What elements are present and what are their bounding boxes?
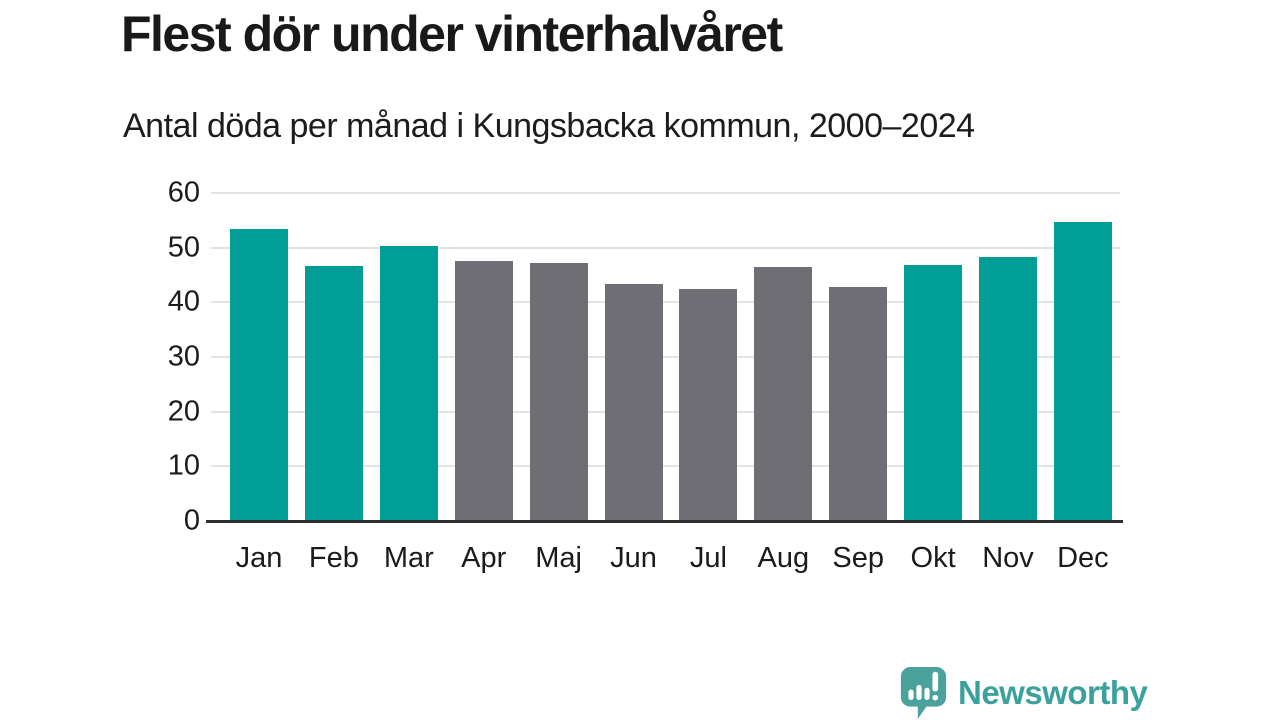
y-tick-label-50: 50 (167, 231, 200, 264)
bar-sep (829, 287, 888, 520)
gridline-60 (211, 192, 1120, 194)
x-tick-label-aug: Aug (757, 542, 810, 574)
gridline-50 (211, 246, 1120, 249)
y-tick-label-20: 20 (167, 395, 200, 428)
bar-jun (604, 284, 663, 520)
bar-nov (979, 256, 1037, 520)
x-tick-label-feb: Feb (308, 542, 359, 574)
bar-jan (230, 229, 288, 520)
plot-area (206, 192, 1123, 523)
x-tick-label-jun: Jun (610, 542, 657, 574)
gridline-20 (211, 410, 1120, 413)
bar-maj (529, 263, 588, 520)
gridline-30 (211, 356, 1120, 358)
bar-dec (1053, 222, 1112, 520)
chart-subtitle: Antal döda per månad i Kungsbacka kommun… (123, 107, 975, 145)
x-tick-label-mar: Mar (383, 542, 434, 574)
bar-okt (904, 265, 963, 520)
x-tick-label-apr: Apr (461, 542, 507, 574)
x-tick-label-maj: Maj (535, 542, 582, 574)
newsworthy-brand-text: Newsworthy (958, 673, 1148, 711)
x-axis-line (206, 520, 1123, 523)
x-tick-label-dec: Dec (1057, 542, 1109, 574)
bar-aug (754, 266, 813, 520)
bar-mar (379, 245, 438, 520)
gridline-40 (211, 301, 1120, 304)
y-tick-label-30: 30 (167, 340, 200, 373)
y-tick-label-40: 40 (167, 285, 200, 318)
newsworthy-logo: Newsworthy (899, 665, 1148, 720)
x-tick-label-nov: Nov (982, 542, 1034, 574)
newsworthy-logo-icon (900, 667, 947, 719)
gridline-10 (211, 465, 1120, 468)
y-tick-label-10: 10 (167, 449, 200, 482)
x-tick-label-jul: Jul (689, 542, 727, 574)
chart-title: Flest dör under vinterhalvåret (121, 6, 783, 62)
bar-jul (679, 289, 738, 520)
bar-feb (304, 266, 363, 520)
x-tick-label-sep: Sep (832, 542, 884, 574)
x-tick-label-okt: Okt (910, 542, 956, 574)
bar-apr (454, 261, 513, 520)
x-tick-label-jan: Jan (235, 542, 283, 574)
y-tick-label-0: 0 (183, 504, 200, 537)
y-tick-label-60: 60 (167, 176, 200, 209)
